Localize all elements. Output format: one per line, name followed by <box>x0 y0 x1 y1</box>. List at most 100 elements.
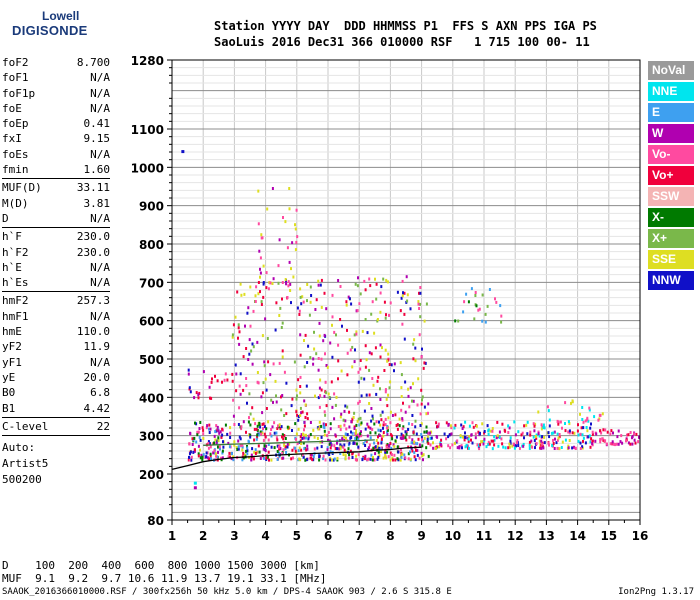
echo-point <box>408 435 411 439</box>
echo-point <box>503 428 506 432</box>
echo-point <box>407 452 410 456</box>
echo-point <box>287 284 290 288</box>
param-key: MUF(D) <box>2 181 42 195</box>
echo-point <box>495 300 498 304</box>
echo-point <box>507 446 510 450</box>
echo-point <box>380 437 383 441</box>
echo-point <box>237 326 240 330</box>
echo-point <box>390 453 393 457</box>
echo-point <box>274 379 277 383</box>
echo-point <box>299 333 302 337</box>
echo-point <box>304 433 307 437</box>
echo-point <box>408 405 411 409</box>
echo-point <box>232 455 235 459</box>
echo-point <box>242 451 245 455</box>
echo-point <box>318 420 321 424</box>
echo-point <box>267 287 270 291</box>
echo-point <box>288 207 291 211</box>
echo-point <box>344 454 347 458</box>
echo-point <box>284 437 287 440</box>
echo-point <box>348 297 351 301</box>
echo-point <box>391 437 394 441</box>
echo-point <box>355 454 358 458</box>
echo-point <box>232 458 235 462</box>
echo-point <box>425 430 428 434</box>
echo-point <box>485 445 488 449</box>
param-row: yF2 11.9 <box>2 339 110 354</box>
param-key: h`F <box>2 230 22 244</box>
echo-point <box>579 441 582 445</box>
echo-point <box>231 372 234 376</box>
echo-point <box>193 481 197 485</box>
echo-point <box>588 408 591 412</box>
echo-point <box>391 414 394 417</box>
echo-point <box>329 427 332 431</box>
echo-point <box>323 333 326 337</box>
echo-point <box>356 309 359 313</box>
echo-point <box>601 437 604 441</box>
echo-point <box>581 418 584 421</box>
echo-point <box>400 408 403 412</box>
echo-point <box>339 424 342 428</box>
echo-point <box>534 422 537 426</box>
echo-point <box>281 435 283 439</box>
echo-point <box>405 432 408 436</box>
echo-point <box>528 440 531 444</box>
autoscaling-info: 500200 <box>2 473 42 487</box>
echo-point <box>325 423 327 427</box>
echo-point <box>188 455 190 459</box>
echo-point <box>380 441 383 445</box>
echo-point <box>256 340 259 344</box>
echo-point <box>458 445 461 449</box>
echo-point <box>478 447 481 451</box>
echo-point <box>337 279 340 282</box>
echo-point <box>250 349 253 353</box>
echo-point <box>305 384 308 388</box>
echo-point <box>401 417 404 421</box>
echo-point <box>323 426 326 429</box>
echo-point <box>330 443 333 447</box>
echo-point <box>246 401 248 405</box>
echo-point <box>188 386 191 390</box>
echo-point <box>416 448 419 452</box>
echo-point <box>537 432 540 436</box>
echo-point <box>571 446 574 450</box>
echo-point <box>620 434 623 438</box>
echo-point <box>288 187 291 190</box>
echo-point <box>221 433 224 437</box>
echo-point <box>252 309 255 313</box>
echo-point <box>259 425 262 429</box>
echo-point <box>427 402 430 406</box>
echo-point <box>188 458 191 462</box>
param-value: 8.700 <box>76 56 110 69</box>
echo-point <box>249 412 252 416</box>
echo-point <box>488 288 491 291</box>
echo-point <box>573 445 575 449</box>
echo-point <box>358 400 361 403</box>
echo-point <box>256 424 259 428</box>
echo-point <box>299 439 302 443</box>
echo-point <box>531 445 534 449</box>
echo-point <box>247 420 250 424</box>
echo-point <box>189 450 192 454</box>
distance-row: D 100 200 400 600 800 1000 1500 3000 [km… <box>2 559 320 572</box>
echo-point <box>509 436 512 440</box>
echo-point <box>194 421 196 425</box>
param-value: 22 <box>96 419 110 433</box>
echo-point <box>496 420 499 424</box>
echo-point <box>193 449 196 453</box>
echo-point <box>320 278 323 282</box>
echo-point <box>494 297 496 301</box>
echo-point <box>310 453 313 457</box>
echo-point <box>331 323 333 327</box>
echo-point <box>517 444 520 447</box>
echo-point <box>491 427 494 430</box>
echo-point <box>300 302 303 306</box>
echo-point <box>339 452 342 455</box>
echo-point <box>476 443 479 447</box>
echo-point <box>548 435 551 439</box>
echo-point <box>309 285 312 289</box>
x-tick-label: 5 <box>293 529 301 543</box>
echo-point <box>558 447 561 451</box>
legend-item-x: X- <box>648 208 694 227</box>
